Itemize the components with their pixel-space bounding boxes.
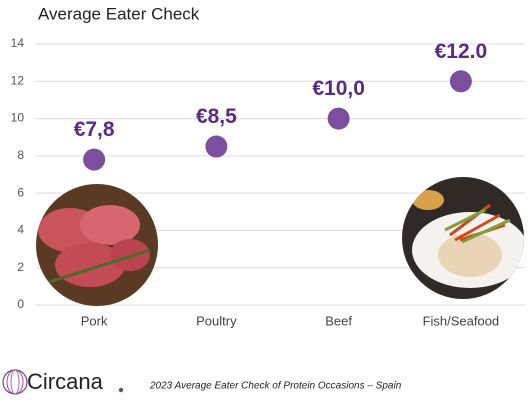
y-tick-label: 6 bbox=[17, 185, 24, 199]
logo-text: Circana bbox=[27, 369, 104, 394]
caption: 2023 Average Eater Check of Protein Occa… bbox=[149, 381, 402, 392]
chart-title: Average Eater Check bbox=[38, 4, 200, 23]
y-tick-label: 2 bbox=[17, 260, 24, 274]
y-tick-label: 0 bbox=[17, 297, 24, 311]
dot bbox=[83, 148, 106, 171]
dot bbox=[449, 70, 472, 93]
fish-photo bbox=[402, 177, 524, 299]
logo: Circana bbox=[2, 369, 124, 395]
y-tick-label: 12 bbox=[11, 73, 25, 87]
value-label: €12.0 bbox=[435, 40, 488, 63]
x-tick-label: Poultry bbox=[196, 313, 237, 328]
dot bbox=[327, 107, 350, 130]
y-tick-label: 4 bbox=[17, 223, 24, 237]
dot bbox=[205, 135, 228, 158]
y-tick-label: 14 bbox=[11, 36, 25, 50]
y-tick-label: 8 bbox=[17, 148, 24, 162]
y-tick-label: 10 bbox=[11, 111, 25, 125]
x-tick-label: Pork bbox=[81, 313, 108, 328]
value-label: €10,0 bbox=[312, 77, 365, 100]
pork-photo bbox=[36, 184, 158, 306]
x-tick-label: Beef bbox=[325, 313, 352, 328]
value-label: €8,5 bbox=[196, 105, 237, 128]
x-tick-label: Fish/Seafood bbox=[423, 313, 500, 328]
value-label: €7,8 bbox=[74, 118, 115, 141]
